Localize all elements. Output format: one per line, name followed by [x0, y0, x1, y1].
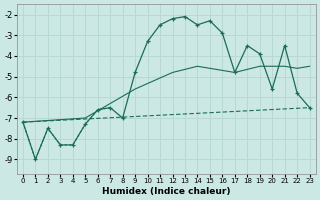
X-axis label: Humidex (Indice chaleur): Humidex (Indice chaleur) [102, 187, 230, 196]
